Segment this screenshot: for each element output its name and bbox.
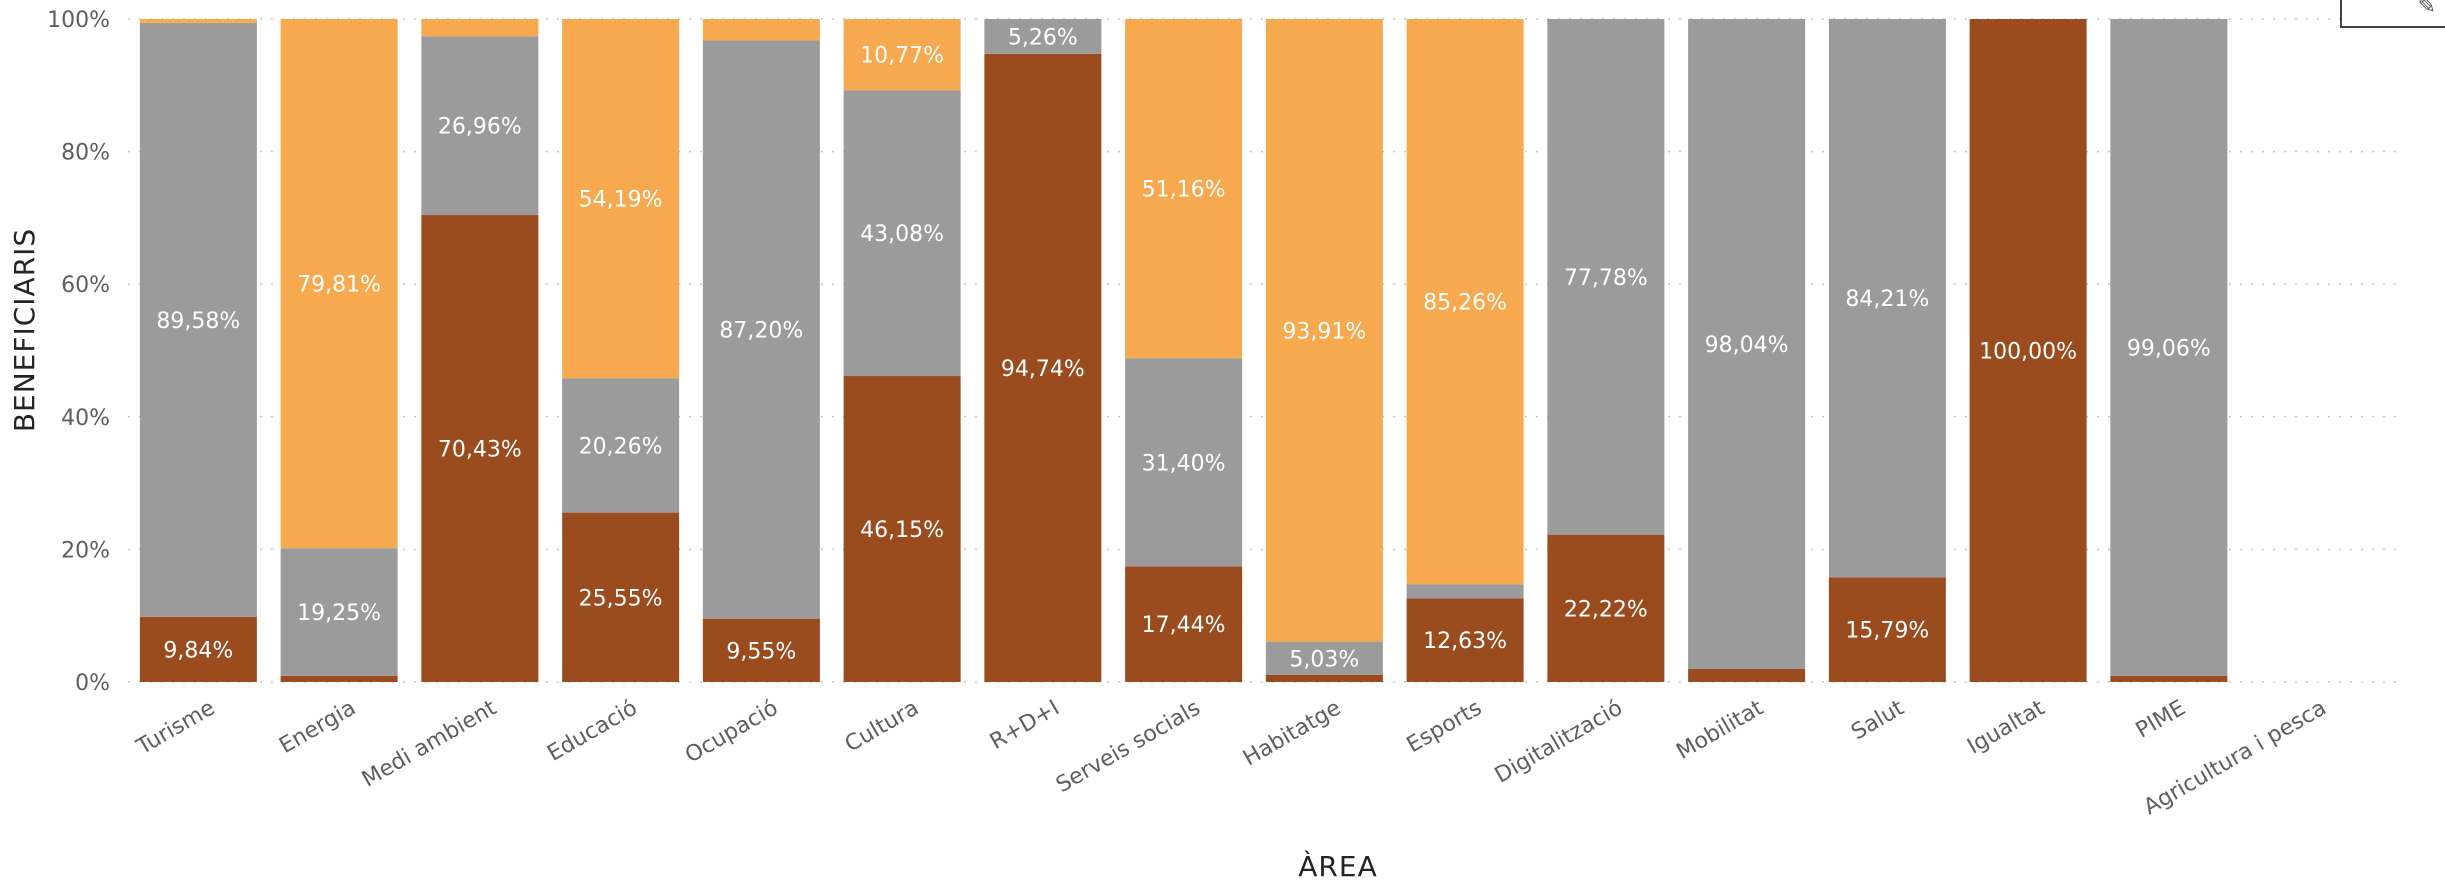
y-tick-label: 0% xyxy=(75,671,110,696)
x-axis-title: ÀREA xyxy=(1298,849,1377,881)
bar-segment[interactable] xyxy=(1125,566,1243,682)
bar-segment[interactable] xyxy=(1265,641,1383,675)
bar-segment[interactable] xyxy=(562,378,680,513)
bar-segment[interactable] xyxy=(280,675,398,682)
data-label: 77,78% xyxy=(1564,266,1648,291)
pin-icon: ✎ xyxy=(2417,0,2436,19)
bar-segment[interactable] xyxy=(1125,19,1243,359)
x-category-label: Ocupació xyxy=(681,696,782,769)
bars xyxy=(139,19,2228,683)
bar-segment[interactable] xyxy=(139,19,257,23)
data-label: 98,04% xyxy=(1705,333,1789,358)
bar-segment[interactable] xyxy=(2110,19,2228,676)
y-axis-title: BENEFICIARIS xyxy=(8,228,41,432)
x-category-label: Turisme xyxy=(132,696,220,761)
data-label: 5,26% xyxy=(1008,25,1078,50)
x-category-label: Habitatge xyxy=(1239,696,1345,772)
data-label: 70,43% xyxy=(438,438,522,463)
y-tick-label: 60% xyxy=(61,273,110,298)
bar-segment[interactable] xyxy=(421,36,539,216)
bar-segment[interactable] xyxy=(702,19,820,41)
y-tick-label: 80% xyxy=(61,141,110,166)
data-label: 84,21% xyxy=(1845,287,1929,312)
x-category-label: Medi ambient xyxy=(358,695,501,792)
x-category-label: Energia xyxy=(275,696,360,759)
data-label: 20,26% xyxy=(579,434,663,459)
bar-segment[interactable] xyxy=(1828,19,1946,578)
bar-segment[interactable] xyxy=(139,22,257,617)
x-category-label: Mobilitat xyxy=(1672,695,1768,765)
x-category-label: Igualtat xyxy=(1963,695,2049,759)
data-label: 5,03% xyxy=(1289,647,1359,672)
bar-segment[interactable] xyxy=(1406,598,1524,682)
bar-segment[interactable] xyxy=(843,19,961,91)
x-category-label: Esports xyxy=(1403,696,1486,759)
bar-segment[interactable] xyxy=(280,548,398,676)
data-label: 94,74% xyxy=(1001,357,1085,382)
x-category-label: Serveis socials xyxy=(1052,696,1205,799)
data-label: 31,40% xyxy=(1142,451,1226,476)
data-label: 89,58% xyxy=(156,309,240,334)
bar-segment[interactable] xyxy=(984,19,1102,54)
data-label: 93,91% xyxy=(1282,319,1366,344)
data-label: 9,55% xyxy=(726,639,796,664)
data-label: 43,08% xyxy=(860,222,944,247)
data-label: 22,22% xyxy=(1564,597,1648,622)
data-label: 25,55% xyxy=(579,586,663,611)
bar-segment[interactable] xyxy=(1969,19,2087,682)
bar-segment[interactable] xyxy=(1125,358,1243,567)
x-category-label: PIME xyxy=(2132,696,2190,744)
data-label: 10,77% xyxy=(860,44,944,69)
bar-segment[interactable] xyxy=(1688,19,1806,670)
bar-segment[interactable] xyxy=(139,616,257,682)
bar-segment[interactable] xyxy=(843,376,961,682)
data-label: 15,79% xyxy=(1845,619,1929,644)
x-category-label: Salut xyxy=(1847,695,1908,745)
bar-segment[interactable] xyxy=(421,215,539,682)
bar-segment[interactable] xyxy=(280,19,398,549)
bar-segment[interactable] xyxy=(1688,669,1806,682)
visual-header-button[interactable]: ✎ xyxy=(2340,0,2445,28)
data-labels: 9,84% 89,58% 19,25% 79,81% 70,43% 26,96% 25,55… xyxy=(156,25,2210,672)
data-label: 51,16% xyxy=(1142,178,1226,203)
bar-segment[interactable] xyxy=(1406,584,1524,599)
bar-segment[interactable] xyxy=(1547,19,1665,535)
bar-segment[interactable] xyxy=(702,40,820,619)
bar-segment[interactable] xyxy=(1547,534,1665,682)
bar-segment[interactable] xyxy=(1828,577,1946,682)
data-label: 87,20% xyxy=(719,319,803,344)
bar-segment[interactable] xyxy=(1406,19,1524,585)
x-category-label: Digitalització xyxy=(1491,696,1627,789)
bar-segment[interactable] xyxy=(984,53,1102,683)
bar-segment[interactable] xyxy=(2110,675,2228,682)
data-label: 9,84% xyxy=(163,638,233,663)
y-tick-label: 100% xyxy=(47,8,110,33)
bar-segment[interactable] xyxy=(562,19,680,379)
x-category-label: R+D+I xyxy=(986,696,1064,755)
bar-segment[interactable] xyxy=(702,618,820,682)
data-label: 54,19% xyxy=(579,188,663,213)
data-label: 99,06% xyxy=(2127,336,2211,361)
data-label: 19,25% xyxy=(297,601,381,626)
data-label: 85,26% xyxy=(1423,291,1507,316)
bar-segment[interactable] xyxy=(843,90,961,377)
data-label: 46,15% xyxy=(860,518,944,543)
bar-segment[interactable] xyxy=(421,19,539,37)
x-category-label: Cultura xyxy=(841,696,923,758)
bar-segment[interactable] xyxy=(562,512,680,682)
x-category-label: Educació xyxy=(543,696,641,767)
data-label: 17,44% xyxy=(1142,613,1226,638)
bar-segment[interactable] xyxy=(1265,19,1383,642)
data-label: 100,00% xyxy=(1979,340,2077,365)
y-axis-ticks: 0% 20% 40% 60% 80% 100% xyxy=(47,8,110,696)
data-label: 26,96% xyxy=(438,115,522,140)
data-label: 12,63% xyxy=(1423,629,1507,654)
y-tick-label: 20% xyxy=(61,538,110,563)
bar-segment[interactable] xyxy=(1265,674,1383,682)
data-label: 79,81% xyxy=(297,273,381,298)
y-tick-label: 40% xyxy=(61,406,110,431)
